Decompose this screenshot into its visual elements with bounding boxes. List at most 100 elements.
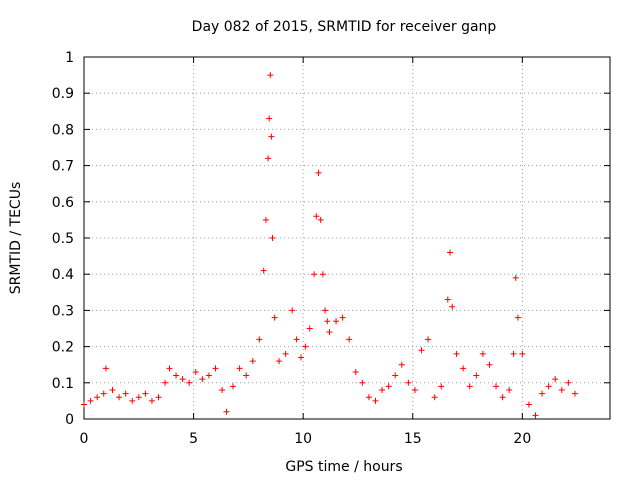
data-point — [266, 115, 273, 122]
data-point — [267, 72, 274, 79]
data-points — [81, 72, 578, 419]
data-point — [385, 383, 392, 390]
data-point — [179, 376, 186, 383]
data-point — [166, 365, 173, 372]
data-point — [449, 303, 456, 310]
data-point — [173, 372, 180, 379]
data-point — [87, 397, 94, 404]
data-point — [545, 383, 552, 390]
x-tick-label: 20 — [513, 431, 531, 447]
data-point — [493, 383, 500, 390]
y-tick-label: 0.8 — [52, 122, 74, 138]
data-point — [365, 394, 372, 401]
data-point — [346, 336, 353, 343]
data-point — [81, 401, 87, 408]
data-point — [102, 365, 109, 372]
data-point — [519, 350, 526, 357]
data-point — [192, 368, 199, 375]
data-point — [148, 397, 155, 404]
data-point — [311, 271, 318, 278]
data-point — [135, 394, 142, 401]
tick-layer: 00.10.20.30.40.50.60.70.80.910 5 10 15 20 — [52, 50, 610, 447]
data-point — [571, 390, 578, 397]
data-point — [155, 394, 162, 401]
data-point — [282, 350, 289, 357]
data-point — [418, 347, 425, 354]
y-tick-label: 0.3 — [52, 303, 74, 319]
y-tick-label: 0.6 — [52, 195, 74, 211]
data-point — [326, 329, 333, 336]
data-point — [539, 390, 546, 397]
data-point — [205, 372, 212, 379]
data-point — [317, 216, 324, 223]
data-point — [223, 408, 230, 415]
data-point — [162, 379, 169, 386]
x-tick-label: 15 — [404, 431, 422, 447]
y-tick-label: 1 — [65, 50, 74, 66]
data-point — [447, 249, 454, 256]
data-point — [319, 271, 326, 278]
data-point — [411, 387, 418, 394]
data-point — [372, 397, 379, 404]
data-point — [142, 390, 149, 397]
data-point — [438, 383, 445, 390]
data-point — [293, 336, 300, 343]
data-point — [532, 412, 539, 419]
x-tick-label: 5 — [189, 431, 198, 447]
data-point — [473, 372, 480, 379]
data-point — [199, 376, 206, 383]
data-point — [230, 383, 237, 390]
data-point — [514, 314, 521, 321]
data-point — [265, 155, 272, 162]
data-point — [306, 325, 313, 332]
data-point — [322, 307, 329, 314]
data-point — [186, 379, 193, 386]
data-point — [256, 336, 263, 343]
plot-frame — [83, 56, 611, 420]
data-point — [122, 390, 129, 397]
y-axis-label: SRMTID / TECUs — [8, 182, 24, 295]
data-point — [466, 383, 473, 390]
data-point — [352, 368, 359, 375]
data-point — [565, 379, 572, 386]
data-point — [297, 354, 304, 361]
data-point — [289, 307, 296, 314]
data-point — [268, 133, 275, 140]
y-tick-label: 0 — [65, 412, 74, 428]
data-point — [510, 350, 517, 357]
x-axis-label: GPS time / hours — [285, 459, 402, 475]
chart-title: Day 082 of 2015, SRMTID for receiver gan… — [192, 19, 497, 35]
data-point — [236, 365, 243, 372]
data-point — [243, 372, 250, 379]
data-point — [425, 336, 432, 343]
data-point — [431, 394, 438, 401]
y-tick-label: 0.9 — [52, 86, 74, 102]
data-point — [379, 387, 386, 394]
y-tick-label: 0.7 — [52, 159, 74, 175]
data-point — [302, 343, 309, 350]
data-point — [499, 394, 506, 401]
data-point — [525, 401, 532, 408]
data-point — [552, 376, 559, 383]
data-point — [512, 274, 519, 281]
x-tick-label: 10 — [294, 431, 312, 447]
y-tick-label: 0.4 — [52, 267, 74, 283]
data-point — [109, 387, 116, 394]
grid-layer — [84, 57, 610, 419]
data-point — [444, 296, 451, 303]
data-point — [276, 358, 283, 365]
data-point — [339, 314, 346, 321]
data-point — [313, 213, 320, 220]
data-point — [94, 394, 101, 401]
y-tick-label: 0.1 — [52, 376, 74, 392]
data-point — [315, 169, 322, 176]
data-point — [460, 365, 467, 372]
data-point — [558, 387, 565, 394]
data-point — [324, 318, 331, 325]
data-point — [129, 397, 136, 404]
data-point — [212, 365, 219, 372]
x-tick-label: 0 — [80, 431, 89, 447]
data-point — [479, 350, 486, 357]
data-point — [116, 394, 123, 401]
